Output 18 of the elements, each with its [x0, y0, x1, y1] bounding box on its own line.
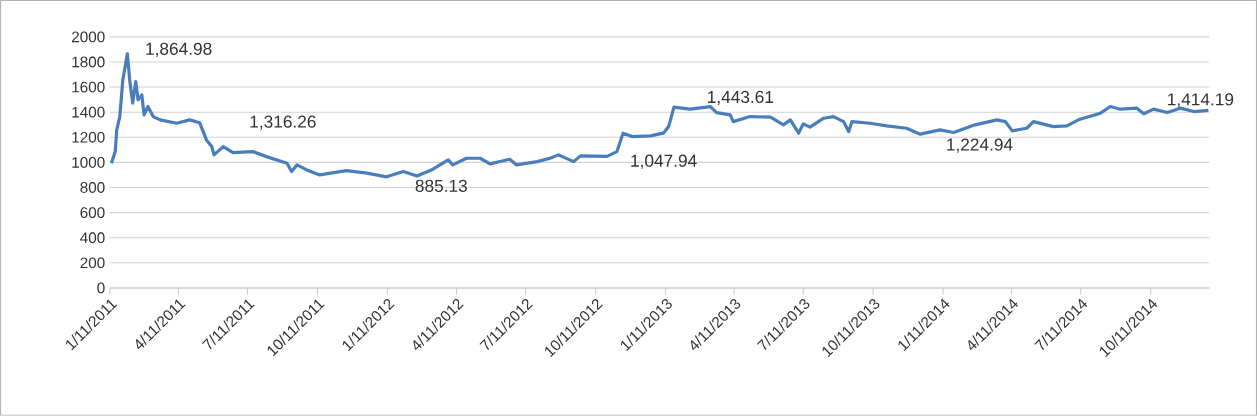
y-tick-label: 1800: [72, 56, 105, 68]
y-tick-label: 200: [80, 257, 105, 269]
annotation: 1,224.94: [947, 138, 1013, 153]
y-tick-label: 1600: [72, 81, 105, 93]
annotation: 1,047.94: [631, 154, 697, 169]
annotation: 1,443.61: [708, 90, 774, 106]
y-tick-label: 1200: [72, 131, 105, 143]
annotation: 1,414.19: [1168, 93, 1234, 108]
y-tick-label: 2000: [71, 31, 105, 43]
annotation: 885.13: [415, 179, 467, 193]
annotation: 1,864.98: [146, 42, 212, 58]
annotation: 1,316.26: [250, 115, 316, 130]
y-tick-label: 600: [80, 207, 105, 219]
y-tick-label: 800: [80, 182, 105, 193]
y-tick-label: 1400: [72, 106, 105, 118]
y-tick-label: 1000: [72, 157, 105, 168]
y-tick-label: 0: [97, 282, 105, 294]
y-tick-label: 400: [80, 232, 105, 244]
